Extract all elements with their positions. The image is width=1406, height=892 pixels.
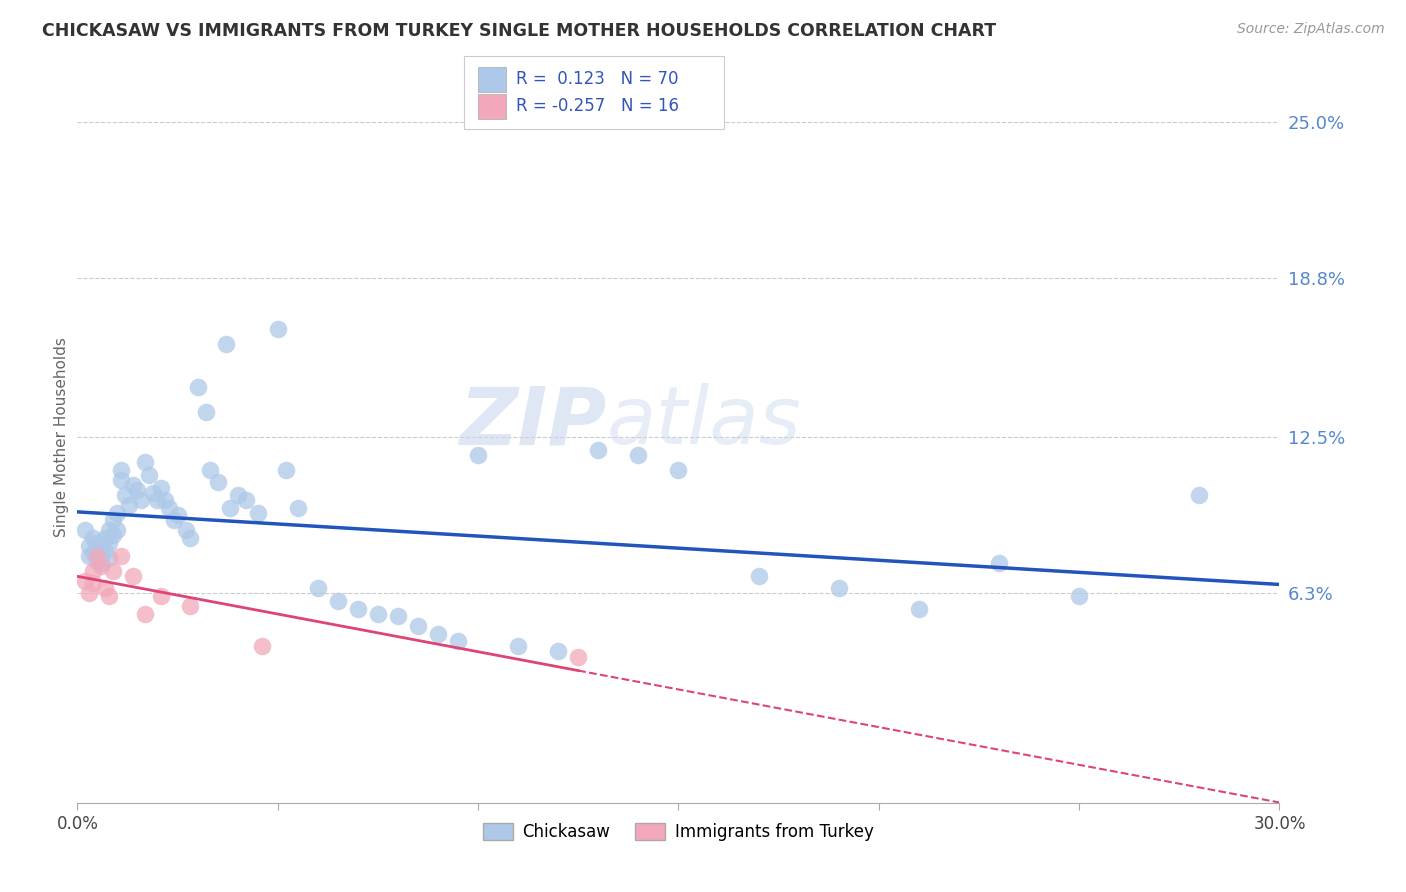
Point	[307, 582, 329, 596]
Point	[75, 574, 97, 588]
Point	[107, 524, 129, 538]
Text: ZIP: ZIP	[458, 384, 606, 461]
Point	[134, 607, 156, 621]
Point	[82, 576, 104, 591]
Point	[75, 524, 97, 538]
Point	[103, 564, 125, 578]
Text: CHICKASAW VS IMMIGRANTS FROM TURKEY SINGLE MOTHER HOUSEHOLDS CORRELATION CHART: CHICKASAW VS IMMIGRANTS FROM TURKEY SING…	[42, 22, 997, 40]
Point	[162, 513, 184, 527]
Point	[267, 321, 290, 335]
Point	[1069, 589, 1091, 603]
Point	[250, 640, 273, 654]
Point	[508, 640, 530, 654]
Point	[467, 448, 489, 462]
Point	[90, 539, 112, 553]
Text: R =  0.123   N = 70: R = 0.123 N = 70	[516, 70, 679, 88]
Point	[235, 493, 257, 508]
Point	[98, 589, 121, 603]
Point	[86, 536, 108, 550]
Point	[198, 463, 221, 477]
Point	[347, 601, 370, 615]
Point	[98, 524, 121, 538]
Point	[103, 528, 125, 542]
Point	[134, 455, 156, 469]
Point	[447, 634, 470, 648]
Y-axis label: Single Mother Households: Single Mother Households	[53, 337, 69, 537]
Point	[226, 488, 249, 502]
Point	[166, 508, 188, 523]
Point	[138, 467, 160, 482]
Point	[668, 463, 690, 477]
Point	[90, 558, 112, 573]
Point	[274, 463, 297, 477]
Point	[86, 554, 108, 568]
Point	[110, 549, 132, 563]
Point	[94, 531, 117, 545]
Point	[86, 543, 108, 558]
Point	[90, 556, 112, 570]
Point	[131, 493, 153, 508]
Point	[82, 546, 104, 560]
Text: Source: ZipAtlas.com: Source: ZipAtlas.com	[1237, 22, 1385, 37]
Point	[367, 607, 389, 621]
Point	[118, 498, 141, 512]
Point	[86, 549, 108, 563]
Point	[146, 493, 169, 508]
Point	[127, 483, 149, 497]
Point	[82, 531, 104, 545]
Point	[627, 448, 650, 462]
Point	[748, 569, 770, 583]
Point	[79, 549, 101, 563]
Point	[110, 473, 132, 487]
Point	[218, 500, 240, 515]
Point	[387, 609, 409, 624]
Point	[122, 569, 145, 583]
Point	[155, 493, 177, 508]
Point	[406, 619, 429, 633]
Point	[122, 478, 145, 492]
Point	[567, 649, 589, 664]
Point	[82, 564, 104, 578]
Point	[150, 481, 173, 495]
Point	[246, 506, 269, 520]
Point	[142, 485, 165, 500]
Point	[107, 506, 129, 520]
Point	[79, 539, 101, 553]
Text: R = -0.257   N = 16: R = -0.257 N = 16	[516, 97, 679, 115]
Point	[94, 582, 117, 596]
Point	[98, 536, 121, 550]
Text: atlas: atlas	[606, 384, 801, 461]
Point	[207, 475, 229, 490]
Point	[98, 551, 121, 566]
Point	[186, 379, 209, 393]
Point	[588, 442, 610, 457]
Point	[94, 543, 117, 558]
Point	[159, 500, 181, 515]
Point	[194, 405, 217, 419]
Point	[103, 513, 125, 527]
Point	[174, 524, 197, 538]
Point	[427, 627, 450, 641]
Point	[110, 463, 132, 477]
Point	[547, 644, 569, 658]
Point	[79, 586, 101, 600]
Point	[828, 582, 851, 596]
Point	[114, 488, 136, 502]
Point	[1188, 488, 1211, 502]
Point	[287, 500, 309, 515]
Point	[150, 589, 173, 603]
Point	[908, 601, 931, 615]
Point	[179, 531, 201, 545]
Point	[214, 336, 236, 351]
Point	[90, 549, 112, 563]
Point	[988, 556, 1011, 570]
Point	[326, 594, 349, 608]
Legend: Chickasaw, Immigrants from Turkey: Chickasaw, Immigrants from Turkey	[474, 814, 883, 849]
Point	[179, 599, 201, 613]
